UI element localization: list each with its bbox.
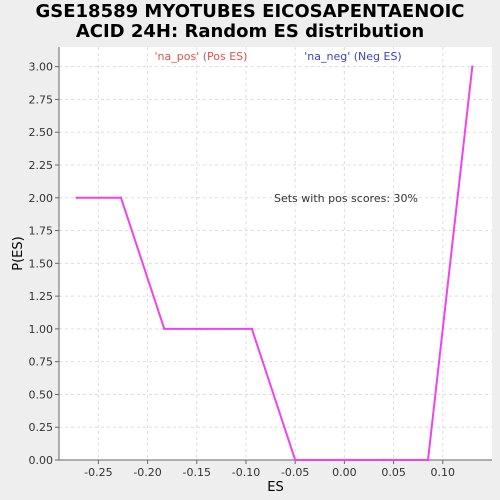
y-tick-label: 0.50 <box>29 388 54 401</box>
y-tick-label: 3.00 <box>29 61 54 74</box>
data-point <box>206 327 209 331</box>
y-tick-label: 1.50 <box>29 257 54 270</box>
legend-entry: 'na_pos' (Pos ES) <box>155 50 248 63</box>
data-point <box>250 327 254 331</box>
y-tick-label: 2.25 <box>29 159 54 172</box>
data-point <box>119 196 123 199</box>
data-point <box>471 65 474 68</box>
series-layer <box>75 65 474 462</box>
y-tick-label: 0.00 <box>29 454 54 467</box>
x-tick-label: -0.15 <box>183 466 211 479</box>
y-tick-label: 1.25 <box>29 290 54 303</box>
y-tick-label: 2.75 <box>29 93 54 106</box>
y-tick-label: 0.75 <box>29 356 54 369</box>
data-point <box>426 458 430 462</box>
x-tick-label: -0.25 <box>84 466 112 479</box>
x-tick-label: -0.05 <box>281 466 309 479</box>
axes: -0.25 -0.20 -0.15 -0.10 -0.05 0.00 0.05 0.10 0.0… <box>29 47 492 479</box>
legend-entry: 'na_neg' (Neg ES) <box>304 50 401 63</box>
y-axis-label: P(ES) <box>11 236 26 270</box>
data-point <box>163 327 166 331</box>
annotation-text: Sets with pos scores: 30% <box>274 192 418 205</box>
data-point <box>75 196 78 199</box>
chart-title: GSE18589 MYOTUBES EICOSAPENTAENOIC ACID … <box>35 1 465 42</box>
x-tick-label: -0.10 <box>232 466 260 479</box>
y-tick-label: 2.00 <box>29 192 54 205</box>
data-point <box>293 458 297 462</box>
y-tick-label: 1.00 <box>29 323 54 336</box>
series-line <box>76 66 474 461</box>
data-point <box>343 458 346 462</box>
plot-area <box>59 47 492 460</box>
x-axis-label: ES <box>267 480 283 495</box>
x-tick-label: 0.05 <box>381 466 406 479</box>
data-point <box>382 458 385 462</box>
x-tick-label: 0.10 <box>431 466 456 479</box>
x-tick-label: -0.20 <box>133 466 161 479</box>
y-tick-label: 0.25 <box>29 421 54 434</box>
labels-layer: 'na_pos' (Pos ES) 'na_neg' (Neg ES) Sets w… <box>11 50 418 495</box>
y-tick-label: 2.50 <box>29 126 54 139</box>
y-tick-label: 1.75 <box>29 225 54 238</box>
x-tick-label: 0.00 <box>332 466 357 479</box>
